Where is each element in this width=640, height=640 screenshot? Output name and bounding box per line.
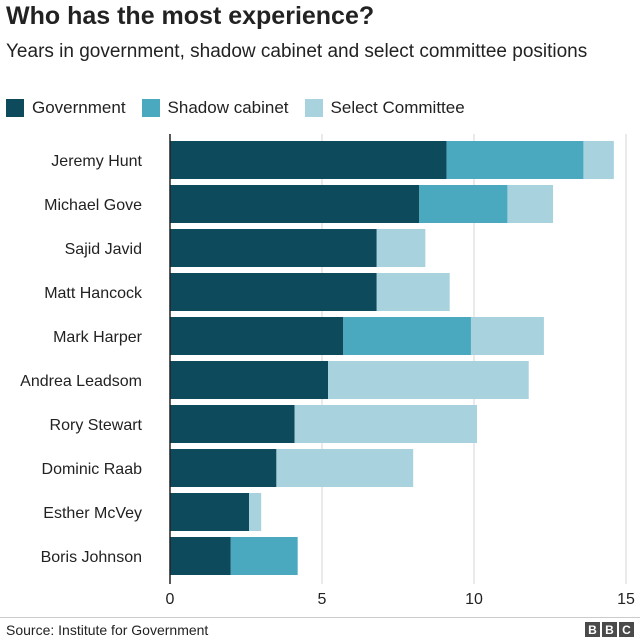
bbc-logo-letter: B — [585, 622, 600, 637]
bar-select-committee-esther-mcvey — [249, 493, 262, 531]
bar-government-matt-hancock — [170, 273, 377, 311]
legend-item-select-committee: Select Committee — [304, 98, 465, 118]
bar-shadow-cabinet-jeremy-hunt — [446, 141, 584, 179]
bar-government-dominic-raab — [170, 449, 277, 487]
legend-label-shadow-cabinet: Shadow cabinet — [167, 98, 289, 117]
legend-label-government: Government — [32, 98, 126, 117]
category-label-jeremy-hunt: Jeremy Hunt — [51, 153, 142, 170]
bar-shadow-cabinet-boris-johnson — [230, 537, 298, 575]
category-label-mark-harper: Mark Harper — [53, 329, 143, 346]
bar-government-esther-mcvey — [170, 493, 250, 531]
category-label-dominic-raab: Dominic Raab — [42, 461, 143, 478]
footer-divider — [0, 617, 640, 618]
bar-select-committee-matt-hancock — [376, 273, 450, 311]
bar-select-committee-michael-gove — [507, 185, 554, 223]
category-label-matt-hancock: Matt Hancock — [44, 285, 143, 302]
bar-chart: 0 5 10 15 Jeremy Hunt Michael Gove Sajid Javid… — [20, 134, 635, 608]
category-label-sajid-javid: Sajid Javid — [65, 241, 142, 258]
bar-government-andrea-leadsom — [170, 361, 329, 399]
legend-item-government: Government — [6, 98, 126, 118]
x-tick-label: 0 — [166, 591, 175, 608]
chart-title: Who has the most experience? — [6, 2, 375, 30]
bar-government-mark-harper — [170, 317, 344, 355]
category-label-andrea-leadsom: Andrea Leadsom — [20, 373, 142, 390]
legend-label-select-committee: Select Committee — [330, 98, 465, 117]
category-label-boris-johnson: Boris Johnson — [41, 549, 142, 566]
legend-item-shadow-cabinet: Shadow cabinet — [141, 98, 289, 118]
bar-select-committee-mark-harper — [470, 317, 544, 355]
bar-select-committee-andrea-leadsom — [328, 361, 529, 399]
category-label-michael-gove: Michael Gove — [44, 197, 142, 214]
chart-legend: Government Shadow cabinet Select Committ… — [6, 97, 481, 119]
bar-select-committee-jeremy-hunt — [583, 141, 614, 179]
source-note: Source: Institute for Government — [6, 622, 209, 638]
x-tick-label: 10 — [465, 591, 483, 608]
bar-government-rory-stewart — [170, 405, 295, 443]
bar-government-boris-johnson — [170, 537, 231, 575]
bar-government-michael-gove — [170, 185, 420, 223]
bbc-logo-letter: B — [602, 622, 617, 637]
category-label-esther-mcvey: Esther McVey — [43, 505, 142, 522]
bar-government-sajid-javid — [170, 229, 377, 267]
bar-shadow-cabinet-mark-harper — [343, 317, 471, 355]
bbc-logo: B B C — [583, 622, 634, 637]
legend-swatch-shadow-cabinet — [141, 99, 160, 117]
chart-subtitle: Years in government, shadow cabinet and … — [6, 41, 588, 62]
bar-select-committee-dominic-raab — [276, 449, 414, 487]
x-tick-label: 15 — [617, 591, 635, 608]
bbc-logo-letter: C — [619, 622, 634, 637]
bar-select-committee-sajid-javid — [376, 229, 426, 267]
x-tick-label: 5 — [318, 591, 327, 608]
legend-swatch-government — [6, 99, 24, 117]
bar-government-jeremy-hunt — [170, 141, 447, 179]
bar-shadow-cabinet-michael-gove — [419, 185, 508, 223]
legend-swatch-select-committee — [304, 99, 323, 117]
category-label-rory-stewart: Rory Stewart — [50, 417, 143, 434]
bar-select-committee-rory-stewart — [294, 405, 478, 443]
